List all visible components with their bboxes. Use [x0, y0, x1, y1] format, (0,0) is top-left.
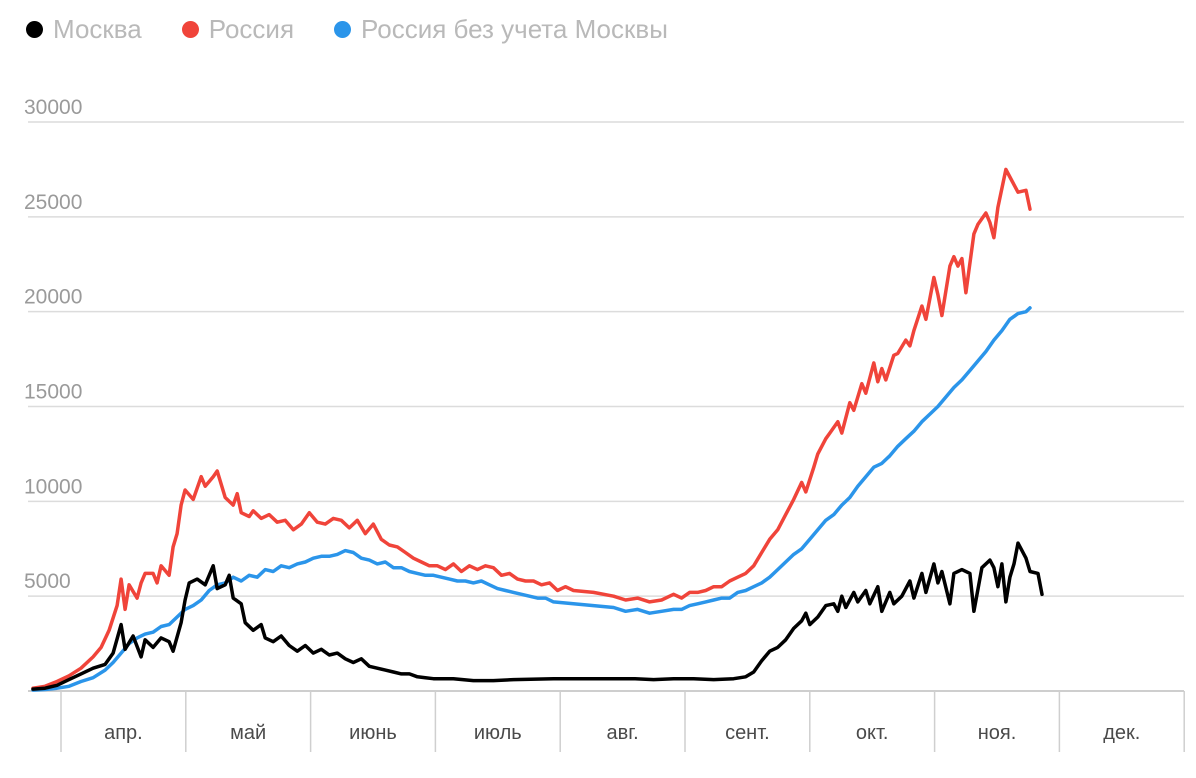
y-tick-label-20000: 20000 — [24, 286, 82, 309]
x-tick-label-7: окт. — [856, 722, 889, 744]
x-tick-label-1: апр. — [104, 722, 143, 744]
legend-label-russia-excl-moscow: Россия без учета Москвы — [361, 14, 668, 44]
legend-item-russia-excl-moscow[interactable]: Россия без учета Москвы — [334, 14, 668, 45]
y-tick-label-5000: 5000 — [24, 570, 71, 593]
legend-dot-russia-excl-moscow — [334, 21, 352, 38]
x-tick-label-4: июль — [474, 722, 522, 744]
x-tick-label-8: ноя. — [978, 722, 1017, 744]
y-tick-label-15000: 15000 — [24, 381, 82, 404]
legend-item-moscow[interactable]: Москва — [26, 14, 142, 45]
series-line-0 — [31, 541, 1044, 691]
x-tick-label-5: авг. — [607, 722, 639, 744]
y-tick-label-10000: 10000 — [24, 475, 82, 498]
chart-legend: Москва Россия Россия без учета Москвы — [26, 14, 668, 45]
x-tick-label-9: дек. — [1103, 722, 1140, 744]
x-tick-label-6: сент. — [725, 722, 770, 744]
x-tick-label-2: май — [230, 722, 266, 744]
legend-label-russia: Россия — [208, 14, 295, 44]
y-tick-label-30000: 30000 — [24, 96, 82, 119]
x-tick-label-3: июнь — [349, 722, 397, 744]
legend-dot-russia — [181, 21, 199, 38]
series-line-1 — [31, 167, 1032, 690]
legend-label-moscow: Москва — [53, 14, 142, 44]
series-line-2 — [31, 306, 1032, 692]
legend-dot-moscow — [26, 21, 43, 38]
y-tick-label-25000: 25000 — [24, 191, 82, 214]
legend-item-russia[interactable]: Россия — [181, 14, 295, 45]
